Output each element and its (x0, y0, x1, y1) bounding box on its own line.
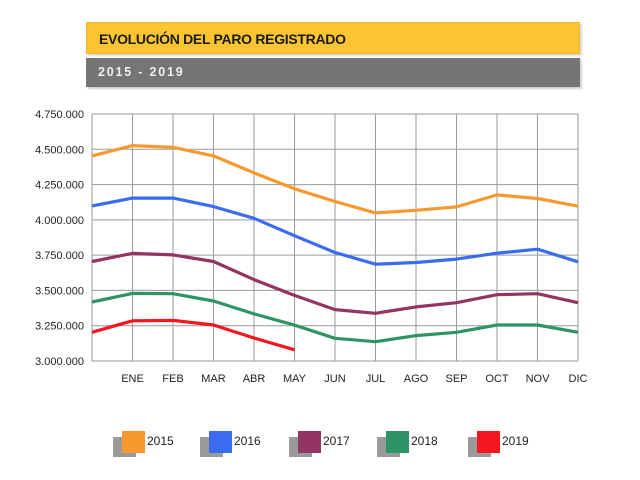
x-tick-label: FEB (162, 373, 183, 385)
legend-swatch (209, 431, 232, 453)
x-tick-label: DIC (569, 373, 588, 385)
x-tick-label: NOV (526, 373, 551, 385)
y-tick-label: 4.750.000 (35, 109, 84, 121)
x-tick-label: OCT (485, 373, 509, 385)
y-tick-label: 4.500.000 (35, 144, 84, 156)
x-tick-label: AGO (404, 373, 429, 385)
x-tick-label: ABR (243, 373, 266, 385)
legend-swatch (122, 431, 145, 453)
chart-title: EVOLUCIÓN DEL PARO REGISTRADO (99, 31, 346, 47)
series-lines (91, 144, 579, 352)
line-chart: 3.000.000 3.250.000 3.500.000 3.750.000 4.00… (35, 109, 587, 385)
x-tick-label: MAR (201, 373, 226, 385)
legend-label: 2017 (323, 434, 350, 448)
legend-swatch (386, 431, 409, 453)
legend-label: 2015 (147, 434, 174, 448)
x-tick-label: ENE (121, 373, 144, 385)
legend-label: 2016 (234, 434, 261, 448)
legend-swatch (298, 431, 321, 453)
legend-label: 2018 (411, 434, 438, 448)
chart-subtitle: 2015 - 2019 (98, 65, 185, 79)
x-tick-label: JUL (366, 373, 386, 385)
title-banner: EVOLUCIÓN DEL PARO REGISTRADO (86, 22, 580, 54)
x-axis: ENE FEB MAR ABR MAY JUN JUL AGO SEP OCT NOV DIC (121, 373, 587, 385)
y-tick-label: 3.750.000 (35, 250, 84, 262)
x-tick-label: MAY (283, 373, 307, 385)
x-tick-label: SEP (445, 373, 467, 385)
y-tick-label: 3.000.000 (35, 356, 84, 368)
legend-label: 2019 (502, 434, 529, 448)
y-tick-label: 4.000.000 (35, 215, 84, 227)
subtitle-banner: 2015 - 2019 (86, 58, 580, 87)
y-axis: 3.000.000 3.250.000 3.500.000 3.750.000 4.00… (35, 109, 84, 368)
series-line-2019 (91, 318, 295, 352)
y-tick-label: 3.250.000 (35, 321, 84, 333)
x-tick-label: JUN (324, 373, 345, 385)
legend: 2015 2016 2017 2018 2019 (0, 428, 640, 460)
legend-swatch (477, 431, 500, 453)
y-tick-label: 4.250.000 (35, 180, 84, 192)
y-tick-label: 3.500.000 (35, 285, 84, 297)
